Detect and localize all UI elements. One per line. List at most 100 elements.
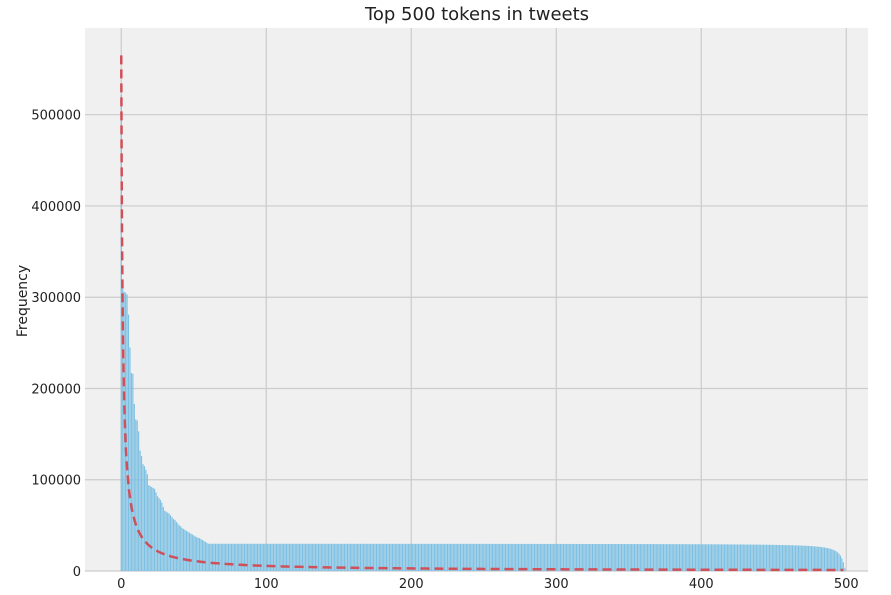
bar [655,544,657,571]
bar [609,544,611,571]
bar [507,543,509,571]
bar [433,543,436,571]
bar [539,543,541,571]
bar [612,544,614,571]
bar [132,373,134,571]
plot-area [85,28,868,571]
bar [388,543,391,571]
bar [674,544,676,571]
bar [623,544,625,571]
bar [201,539,204,571]
bar [168,513,170,571]
x-tick-label: 200 [399,577,424,592]
bar [794,545,797,571]
bar [622,544,624,571]
bar [171,517,173,571]
bar [732,544,734,571]
bar [767,544,769,571]
bar [594,543,596,571]
bar [773,544,775,571]
bar [473,543,475,571]
bar [720,544,723,571]
y-tick-label: 100000 [31,474,81,489]
bar [233,543,235,571]
bar [758,544,760,571]
bar [314,543,317,571]
bar [316,543,318,571]
bar [177,523,179,571]
bar [457,543,459,571]
bar [336,543,338,571]
bar [420,543,422,571]
bar [506,543,508,571]
bar [320,543,322,571]
bar [802,545,804,571]
bar [261,543,263,571]
bar [449,543,451,571]
bar [531,543,533,571]
bar [796,545,798,571]
bar [342,543,344,571]
bar [819,546,821,571]
bar [584,543,586,571]
bar [446,543,449,571]
bar [220,543,222,571]
bar [252,543,254,571]
bar [494,543,496,571]
bar [596,543,598,571]
bar [323,543,325,571]
bar [510,543,512,571]
bar [235,543,237,571]
bar [399,543,401,571]
bar [565,543,567,571]
bar [581,543,583,571]
bar [343,543,346,571]
bar [667,544,669,571]
bar [159,499,161,571]
bar [362,543,364,571]
bar [683,544,685,571]
y-tick-label: 300000 [31,291,81,306]
bar [483,543,485,571]
bar [432,543,434,571]
bar [573,543,575,571]
bar [375,543,378,571]
bar [198,538,201,571]
bar [174,519,176,571]
bar [462,543,465,571]
bar [365,543,367,571]
bar [229,543,231,571]
bar [548,543,550,571]
bar [689,544,691,571]
bar [591,543,594,571]
bar [156,496,159,571]
bar [393,543,395,571]
bar [774,544,776,571]
bar [181,528,183,571]
bar [209,543,211,571]
bar [136,420,138,571]
bar [301,543,304,571]
bar [638,544,640,571]
bar [164,510,166,571]
bar [165,511,167,571]
bar [799,545,801,571]
bar [741,544,743,571]
bar [467,543,469,571]
bar [127,314,130,571]
bar [729,544,731,571]
bar [303,543,305,571]
bar [417,543,420,571]
bar [387,543,389,571]
bar [304,543,306,571]
bar [355,543,357,571]
bar [380,543,382,571]
chart-title: Top 500 tokens in tweets [364,4,589,25]
bar [526,543,528,571]
bar [285,543,288,571]
bar [699,544,701,571]
bar [749,544,752,571]
bar [138,431,140,571]
bar [210,543,212,571]
bar [597,543,599,571]
